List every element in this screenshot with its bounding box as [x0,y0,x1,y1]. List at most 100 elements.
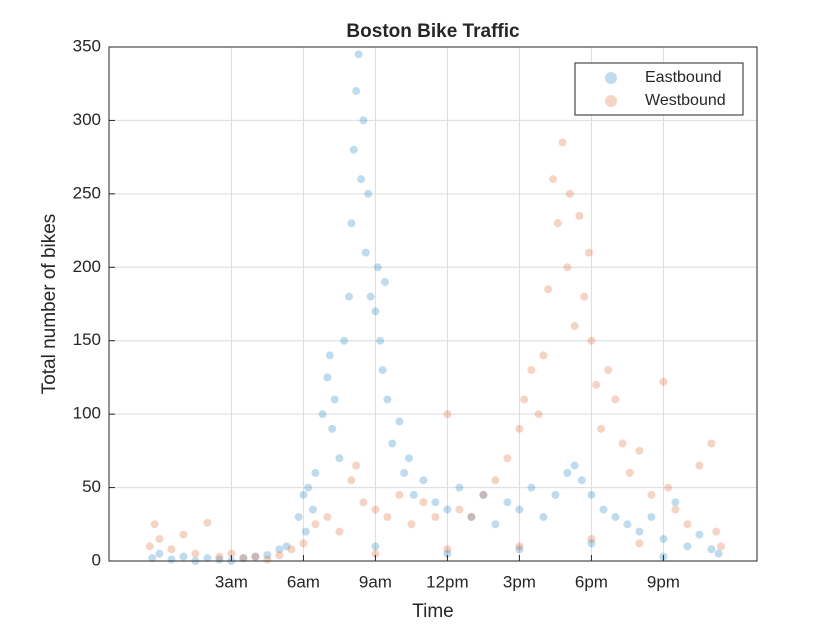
point [409,490,418,499]
point [251,552,260,561]
point [467,512,476,521]
point [155,549,164,558]
point [635,446,644,455]
point [335,527,344,536]
point [635,539,644,548]
point [527,366,536,375]
point [179,552,188,561]
point [491,476,500,485]
point [155,534,164,543]
point [503,498,512,507]
point [577,476,586,485]
point [301,527,310,536]
point [580,292,589,301]
point [395,490,404,499]
point [376,336,385,345]
x-tick-label: 9am [359,572,392,591]
point [347,476,356,485]
point [371,307,380,316]
point [611,512,620,521]
point [191,549,200,558]
point [565,189,574,198]
point [294,512,303,521]
point [570,322,579,331]
point [575,211,584,220]
point [717,542,725,551]
point [359,116,368,125]
point [635,527,644,536]
point [712,527,721,536]
point [354,50,363,59]
point [239,554,248,563]
point [263,551,272,560]
point [304,483,313,492]
ticks: 0 50 100 150 200 250 300 350 3am 6am 9am 12pm 3pm 6pm… [73,36,680,591]
point [714,549,723,558]
point [345,292,353,301]
point [215,552,224,561]
point [563,468,572,477]
point [587,490,596,499]
y-tick-label: 50 [82,477,101,496]
x-tick-label: 3am [215,572,248,591]
y-tick-label: 100 [73,404,101,423]
legend-label: Westbound [645,92,726,109]
x-axis-label: Time [412,601,454,622]
legend-marker [605,72,617,84]
legend-marker [605,95,617,107]
point [349,145,358,154]
y-tick-label: 200 [73,257,101,276]
point [383,512,392,521]
point [318,410,327,419]
point [251,552,260,561]
point [145,542,154,551]
point [227,549,236,558]
point [400,468,409,477]
point [357,175,365,184]
point [311,468,320,477]
y-axis-label: Total number of bikes [39,214,60,395]
point [167,545,176,554]
point [618,439,627,448]
point [323,512,332,521]
point [309,505,317,514]
point [287,545,296,554]
point [695,461,704,470]
point [455,483,464,492]
point [347,219,356,228]
point [597,424,605,433]
point [479,490,488,499]
points [145,50,725,565]
point [371,505,380,514]
point [503,454,512,463]
point [515,505,524,514]
point [148,554,157,563]
axes-box [108,46,758,562]
point [388,439,397,448]
point [328,424,337,433]
point [311,520,320,529]
y-tick-label: 0 [92,550,101,569]
point [443,505,452,514]
point [371,549,380,558]
y-tick-label: 150 [73,330,101,349]
point [340,336,349,345]
point [371,542,380,551]
point [599,505,608,514]
point [419,498,428,507]
point [587,539,596,548]
plot-area [109,47,757,561]
x-tick-label: 3pm [503,572,536,591]
point [407,520,416,529]
point [325,351,334,360]
point [623,520,632,529]
point [443,549,452,558]
point [405,454,413,463]
point [167,555,176,564]
point [611,395,620,404]
point [625,468,634,477]
point [359,498,368,507]
point [395,417,404,426]
point [527,483,536,492]
point [539,512,548,521]
